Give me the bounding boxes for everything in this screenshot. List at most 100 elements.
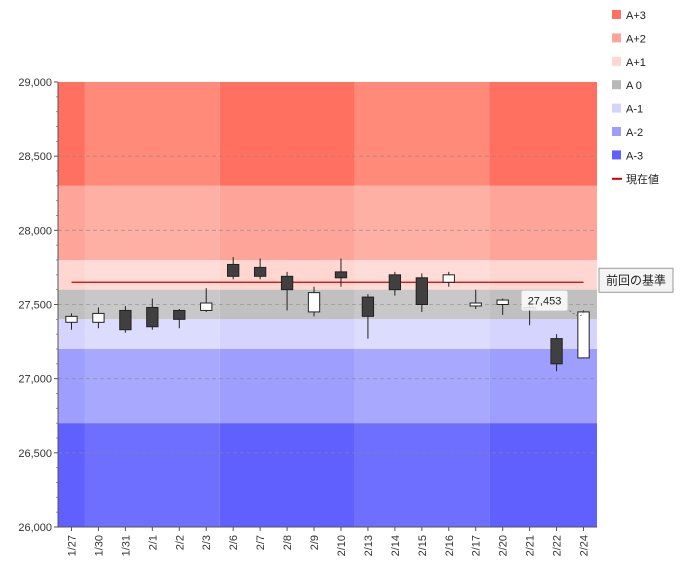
x-tick-label: 2/14 (390, 535, 402, 556)
legend-swatch (612, 33, 621, 43)
zone-band-Aminus1 (354, 319, 490, 349)
candle-body (388, 274, 402, 291)
x-tick-label: 2/7 (255, 535, 267, 550)
y-tick-label: 28,500 (18, 151, 52, 163)
zone-band-Aminus3 (489, 423, 597, 527)
candle-2-22 (550, 334, 563, 372)
x-tick-label: 2/6 (228, 535, 240, 550)
x-tick-label: 2/9 (309, 535, 321, 550)
candle-2-16 (442, 271, 455, 287)
zone-band-Aminus2 (84, 349, 220, 424)
legend-label: A 0 (626, 80, 642, 92)
legend-swatch (612, 150, 621, 160)
candle-2-13 (361, 294, 375, 339)
zone-band-Aplus2 (489, 185, 597, 260)
candle-2-14 (388, 271, 402, 296)
zone-band-Aplus3 (219, 82, 355, 186)
zone-band-Aplus2 (219, 185, 355, 260)
zone-band-Aplus1 (84, 260, 220, 290)
legend-item: A+3 (612, 10, 646, 22)
zone-band-Aminus1 (219, 319, 355, 349)
candle-body (119, 309, 132, 331)
candle-2-1 (146, 298, 159, 330)
legend: A+3 A+2 A+1 A 0 A-1 A-2 A-3 現在値 (612, 10, 659, 186)
candle-1-27 (65, 313, 78, 330)
zone-band-Aplus1 (489, 260, 597, 290)
candle-body (65, 315, 78, 323)
legend-swatch (612, 103, 621, 113)
x-tick-label: 2/3 (201, 535, 213, 550)
annotations: 27,453 前回の基準 (521, 267, 674, 317)
axes: 26,000 26,500 27,000 27,500 28,000 28,500 29,0… (18, 77, 597, 556)
y-tick-label: 26,000 (18, 522, 52, 534)
y-tick-label: 29,000 (18, 77, 52, 89)
legend-swatch (612, 127, 621, 136)
zone-band-Aminus3 (219, 423, 355, 527)
legend-swatch (612, 56, 621, 66)
current-value-box (521, 290, 568, 311)
x-tick-label: 2/16 (444, 535, 456, 556)
candle-2-15 (415, 273, 428, 312)
zone-band-Aplus3 (58, 82, 85, 186)
legend-item: A-3 (612, 150, 643, 162)
zone-band-Aplus2 (354, 185, 490, 260)
candle-2-8 (280, 271, 294, 311)
zone-band-Aplus1 (58, 260, 85, 290)
legend-label: A+2 (626, 33, 646, 45)
zone-band-Aminus3 (84, 423, 220, 527)
legend-item: A 0 (612, 80, 642, 92)
x-tick-label: 2/10 (336, 535, 348, 556)
zone-band-Aplus3 (354, 82, 490, 186)
candle-body (253, 266, 267, 277)
x-tick-label: 2/8 (282, 535, 294, 550)
candle-body (442, 274, 455, 283)
zone-band-Aminus3 (354, 423, 490, 527)
candle-body (146, 306, 159, 328)
zone-band-Aplus3 (84, 82, 220, 186)
zone-band-Aminus3 (58, 423, 85, 527)
legend-item: A+1 (612, 56, 646, 69)
zone-band-Aminus2 (58, 349, 85, 424)
x-tick-label: 2/2 (174, 535, 186, 550)
x-tick-label: 2/22 (552, 535, 564, 556)
legend-item: A+2 (612, 33, 646, 45)
candle-body (550, 338, 563, 365)
candle-body (173, 309, 186, 320)
y-tick-label: 27,500 (18, 300, 52, 312)
x-tick-label: 2/17 (471, 535, 483, 556)
zone-band-Aminus2 (354, 349, 490, 424)
legend-item: A-1 (612, 103, 643, 116)
candle-body (307, 292, 321, 313)
candle-2-9 (307, 286, 321, 317)
candle-body (227, 263, 240, 277)
current-value-label: 27,453 (528, 296, 562, 308)
candle-body (415, 277, 428, 305)
current-value-leader (569, 310, 584, 317)
candle-2-24 (577, 310, 590, 359)
x-tick-label: 2/20 (498, 535, 510, 556)
candle-body (92, 312, 105, 323)
candle-2-7 (253, 258, 267, 280)
x-tick-label: 2/21 (525, 535, 537, 556)
reference-label-box (598, 267, 674, 293)
candle-2-20 (496, 298, 509, 315)
legend-label: A-2 (626, 127, 643, 139)
candle-body (577, 311, 590, 359)
x-tick-label: 1/31 (120, 535, 132, 556)
candle-body (334, 271, 348, 279)
legend-label: A-3 (626, 150, 643, 162)
x-tick-label: 2/24 (579, 535, 591, 556)
reference-label: 前回の基準 (606, 272, 666, 287)
y-tick-label: 27,000 (18, 374, 52, 386)
candle-body (496, 299, 509, 305)
x-tick-label: 2/1 (147, 535, 159, 550)
legend-label: 現在値 (626, 173, 659, 186)
candle-body (469, 302, 482, 307)
zone-band-Aminus2 (489, 349, 597, 424)
candle-2-17 (469, 289, 482, 309)
x-tick-label: 2/13 (363, 535, 375, 556)
candle-1-31 (119, 305, 132, 333)
candle-2-6 (227, 257, 240, 280)
legend-label: A-1 (626, 104, 643, 116)
